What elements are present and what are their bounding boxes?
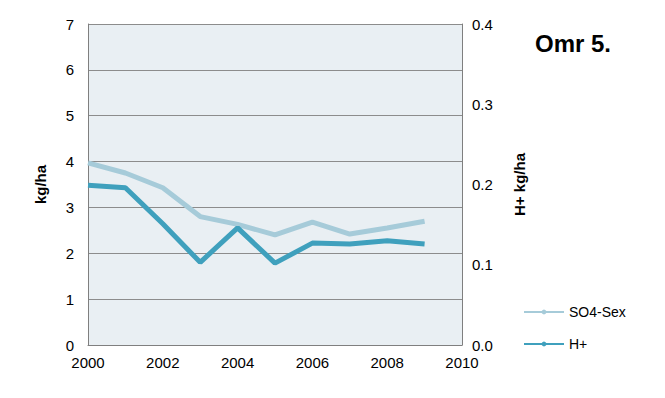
svg-text:1: 1 xyxy=(66,291,74,308)
svg-text:2008: 2008 xyxy=(371,354,404,371)
svg-text:0.1: 0.1 xyxy=(472,256,493,273)
svg-text:2010: 2010 xyxy=(445,354,478,371)
svg-text:2000: 2000 xyxy=(71,354,104,371)
svg-text:H+ kg/ha: H+ kg/ha xyxy=(511,152,528,216)
svg-text:H+: H+ xyxy=(569,336,587,352)
svg-text:0.2: 0.2 xyxy=(472,176,493,193)
svg-text:6: 6 xyxy=(66,61,74,78)
svg-text:Omr 5.: Omr 5. xyxy=(535,30,611,57)
svg-text:kg/ha: kg/ha xyxy=(32,164,49,204)
svg-text:3: 3 xyxy=(66,199,74,216)
svg-text:SO4-Sex: SO4-Sex xyxy=(569,304,626,320)
svg-text:0.4: 0.4 xyxy=(472,16,493,33)
svg-text:7: 7 xyxy=(66,16,74,33)
svg-text:2004: 2004 xyxy=(221,354,254,371)
svg-text:0.0: 0.0 xyxy=(472,337,493,354)
svg-text:4: 4 xyxy=(66,153,74,170)
svg-text:0.3: 0.3 xyxy=(472,96,493,113)
svg-text:2002: 2002 xyxy=(146,354,179,371)
svg-text:2: 2 xyxy=(66,245,74,262)
svg-text:0: 0 xyxy=(66,337,74,354)
svg-text:2006: 2006 xyxy=(296,354,329,371)
svg-text:5: 5 xyxy=(66,107,74,124)
